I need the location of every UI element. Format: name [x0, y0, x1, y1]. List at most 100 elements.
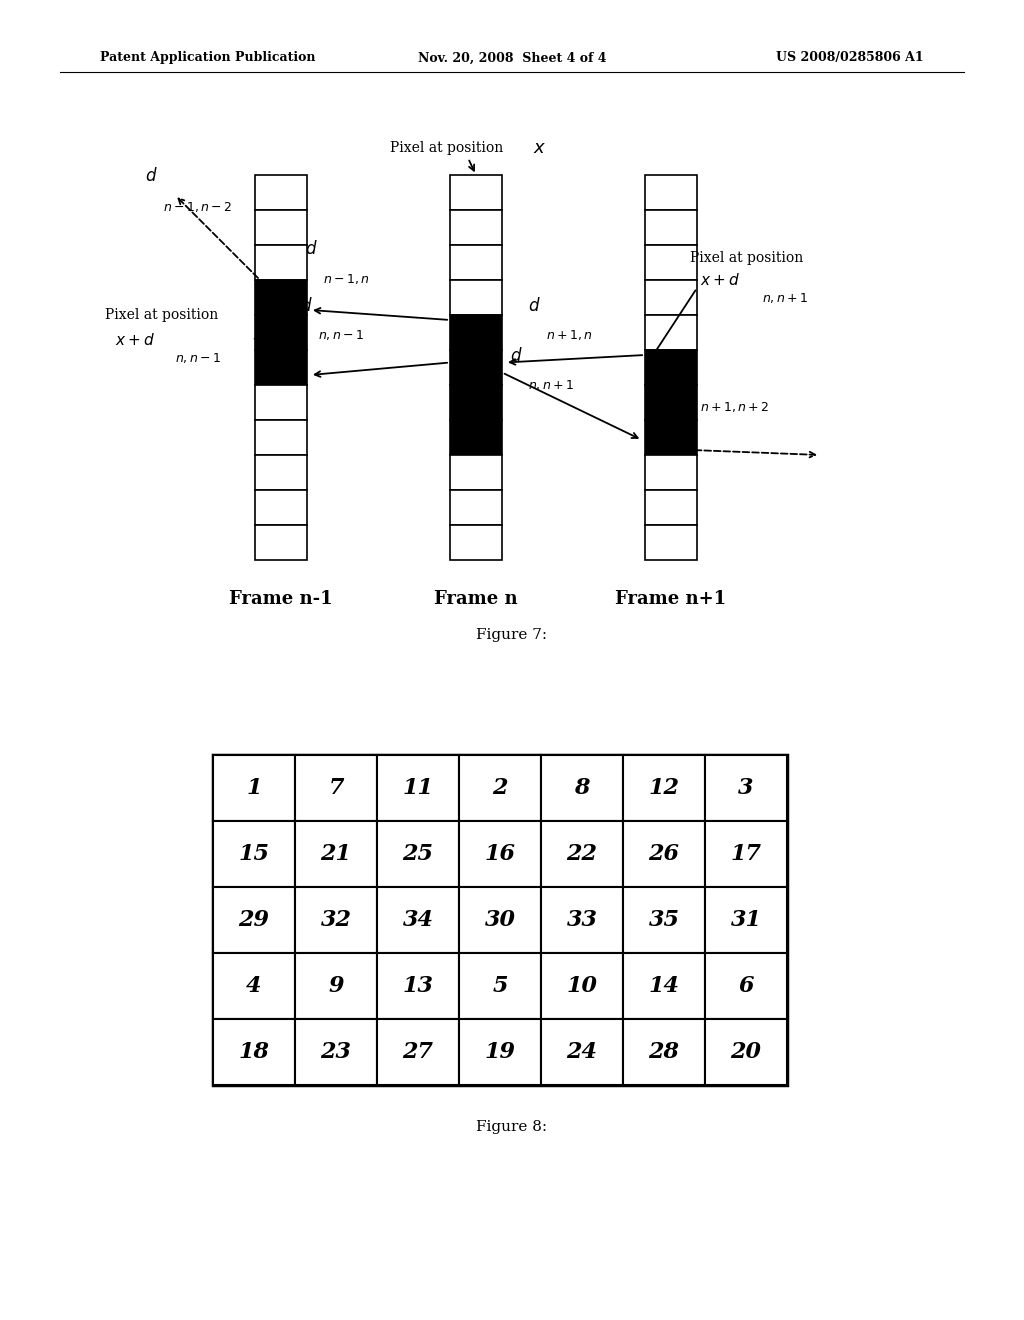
Text: $\mathit{d}$: $\mathit{d}$	[680, 367, 692, 385]
Text: $\mathit{d}$: $\mathit{d}$	[145, 168, 158, 185]
Text: 6: 6	[738, 975, 754, 997]
Bar	[459, 1019, 541, 1085]
Bar	[541, 953, 623, 1019]
Bar	[541, 887, 623, 953]
Bar	[377, 821, 459, 887]
Bar	[645, 176, 697, 210]
Text: 12: 12	[648, 777, 680, 799]
Bar	[255, 420, 307, 455]
Bar	[255, 176, 307, 210]
Text: 2: 2	[493, 777, 508, 799]
Bar	[213, 1019, 295, 1085]
Text: Nov. 20, 2008  Sheet 4 of 4: Nov. 20, 2008 Sheet 4 of 4	[418, 51, 606, 65]
Bar	[645, 350, 697, 385]
Bar	[450, 525, 502, 560]
Text: 15: 15	[239, 843, 269, 865]
Bar	[450, 385, 502, 420]
Text: 14: 14	[648, 975, 680, 997]
Text: 29: 29	[239, 909, 269, 931]
Text: Frame n-1: Frame n-1	[229, 590, 333, 609]
Bar	[377, 953, 459, 1019]
Text: 32: 32	[321, 909, 351, 931]
Bar	[255, 280, 307, 315]
Bar	[213, 755, 295, 821]
Text: $\mathit{d}$: $\mathit{d}$	[300, 297, 312, 315]
Text: Figure 7:: Figure 7:	[476, 628, 548, 642]
Bar	[645, 455, 697, 490]
Text: $\mathit{n,n+1}$: $\mathit{n,n+1}$	[762, 290, 808, 305]
Text: 11: 11	[402, 777, 433, 799]
Bar	[255, 350, 307, 385]
Bar	[541, 821, 623, 887]
Bar	[213, 953, 295, 1019]
Text: 35: 35	[648, 909, 680, 931]
Bar	[623, 821, 705, 887]
Bar	[645, 490, 697, 525]
Text: 1: 1	[246, 777, 262, 799]
Bar	[623, 887, 705, 953]
Text: 22: 22	[566, 843, 597, 865]
Text: 23: 23	[321, 1041, 351, 1063]
Bar	[450, 420, 502, 455]
Bar	[645, 315, 697, 350]
Bar	[295, 1019, 377, 1085]
Bar	[645, 420, 697, 455]
Bar	[295, 755, 377, 821]
Text: 8: 8	[574, 777, 590, 799]
Text: $\mathit{n-1,n}$: $\mathit{n-1,n}$	[323, 272, 370, 286]
Text: 33: 33	[566, 909, 597, 931]
Bar	[213, 755, 787, 1085]
Bar	[255, 246, 307, 280]
Text: 20: 20	[730, 1041, 762, 1063]
Text: 21: 21	[321, 843, 351, 865]
Text: Patent Application Publication: Patent Application Publication	[100, 51, 315, 65]
Bar	[377, 887, 459, 953]
Text: 31: 31	[730, 909, 762, 931]
Bar	[450, 210, 502, 246]
Bar	[645, 525, 697, 560]
Text: 9: 9	[329, 975, 344, 997]
Text: $\mathit{x+d}$: $\mathit{x+d}$	[700, 272, 740, 288]
Bar	[255, 385, 307, 420]
Bar	[295, 821, 377, 887]
Bar	[645, 280, 697, 315]
Text: 13: 13	[402, 975, 433, 997]
Text: $\mathit{x+d}$: $\mathit{x+d}$	[115, 333, 155, 348]
Text: 7: 7	[329, 777, 344, 799]
Text: 27: 27	[402, 1041, 433, 1063]
Text: 18: 18	[239, 1041, 269, 1063]
Text: 30: 30	[484, 909, 515, 931]
Bar	[541, 755, 623, 821]
Bar	[623, 953, 705, 1019]
Text: 34: 34	[402, 909, 433, 931]
Bar	[255, 315, 307, 350]
Text: Pixel at position: Pixel at position	[105, 308, 218, 322]
Text: $\mathit{n+1,n+2}$: $\mathit{n+1,n+2}$	[700, 400, 769, 414]
Bar	[459, 755, 541, 821]
Text: 25: 25	[402, 843, 433, 865]
Text: Frame n+1: Frame n+1	[615, 590, 727, 609]
Bar	[623, 1019, 705, 1085]
Bar	[213, 821, 295, 887]
Bar	[705, 821, 787, 887]
Bar	[255, 210, 307, 246]
Bar	[377, 1019, 459, 1085]
Text: 4: 4	[246, 975, 262, 997]
Bar	[450, 490, 502, 525]
Bar	[705, 953, 787, 1019]
Bar	[645, 210, 697, 246]
Bar	[541, 1019, 623, 1085]
Bar	[295, 953, 377, 1019]
Text: $\mathit{n,n-1}$: $\mathit{n,n-1}$	[318, 327, 365, 342]
Text: $\mathit{d}$: $\mathit{d}$	[305, 240, 317, 257]
Bar	[450, 350, 502, 385]
Text: Pixel at position: Pixel at position	[690, 251, 803, 265]
Bar	[213, 887, 295, 953]
Bar	[459, 953, 541, 1019]
Text: $\mathit{n+1,n}$: $\mathit{n+1,n}$	[546, 327, 593, 342]
Text: US 2008/0285806 A1: US 2008/0285806 A1	[776, 51, 924, 65]
Bar	[450, 246, 502, 280]
Text: $\mathit{n,n-1}$: $\mathit{n,n-1}$	[175, 351, 221, 366]
Bar	[255, 525, 307, 560]
Text: 3: 3	[738, 777, 754, 799]
